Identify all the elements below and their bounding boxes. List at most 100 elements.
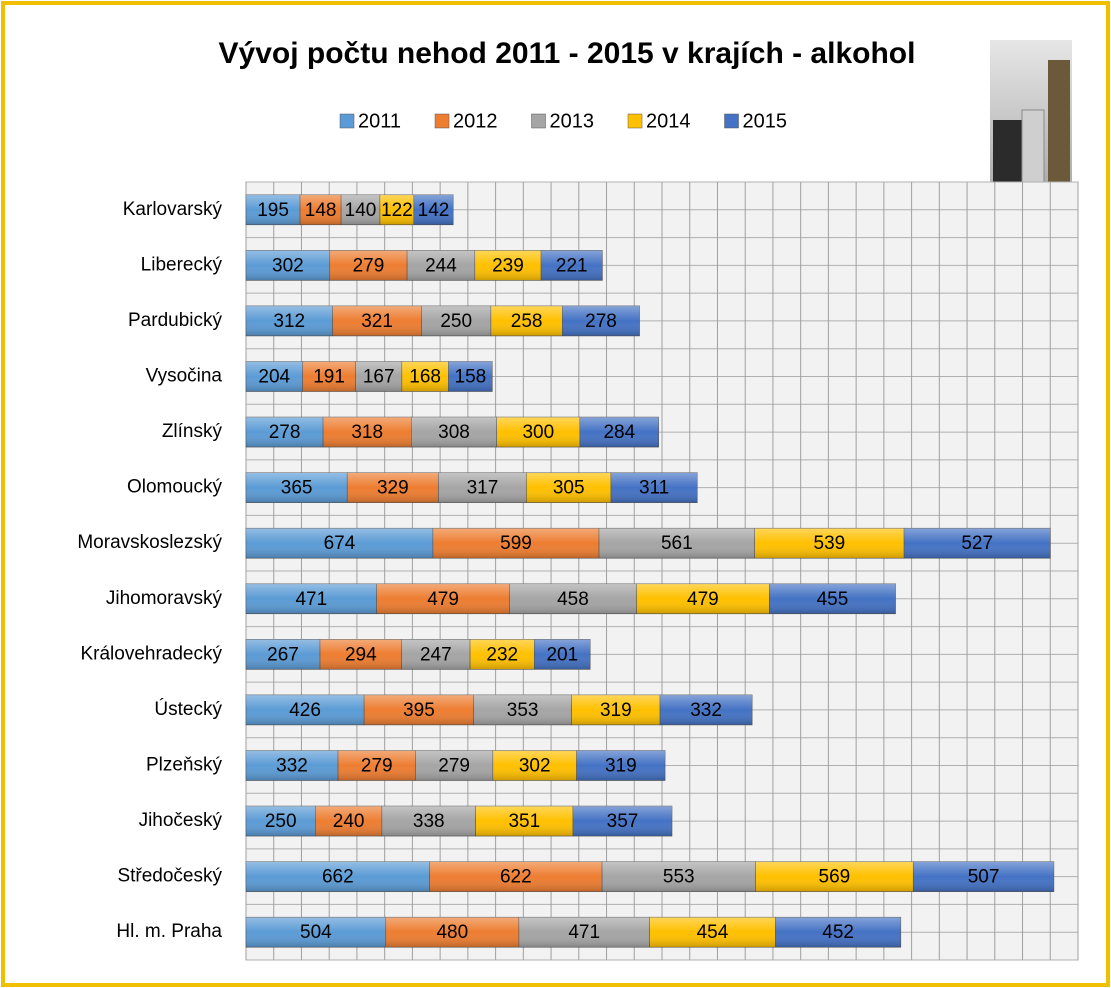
data-label: 319 [600,700,632,721]
data-label: 201 [546,644,578,665]
bar-shade [364,694,474,725]
bar-shade [246,861,430,892]
data-label: 158 [455,367,487,388]
y-tick-label: Olomoucký [127,477,223,498]
data-label: 507 [968,867,1000,888]
data-label: 458 [557,589,589,610]
data-label: 426 [289,700,321,721]
data-label: 250 [265,811,297,832]
bar-shade [338,750,416,781]
bar-shade [904,528,1051,559]
bar-shade [438,472,527,503]
data-label: 240 [333,811,365,832]
data-label: 279 [353,255,385,276]
data-label: 504 [300,922,332,943]
data-label: 321 [361,311,393,332]
y-tick-label: Hl. m. Praha [116,921,222,942]
data-label: 351 [508,811,540,832]
bar-shade [754,528,905,559]
data-label: 300 [522,422,554,443]
bar-shade [913,861,1054,892]
data-label: 353 [507,700,539,721]
bar-shade [246,917,386,948]
bar-shade [496,417,580,448]
bar-shade [246,639,321,670]
data-label: 317 [467,478,499,499]
bar-shade [579,417,659,448]
y-tick-label: Zlínský [162,421,223,442]
bar-shade [576,750,666,781]
bar-shade [379,194,414,225]
bar-shade [302,361,356,392]
bar-shade [429,861,603,892]
y-tick-label: Plzeňský [146,755,223,776]
bar-shade [602,861,756,892]
data-label: 357 [607,811,639,832]
data-label: 561 [661,533,693,554]
data-label: 319 [605,756,637,777]
data-label: 471 [568,922,600,943]
y-tick-label: Jihomoravský [106,588,223,609]
data-label: 553 [663,867,695,888]
bar-shade [448,361,493,392]
bar-shade [571,694,661,725]
bar-shade [246,583,377,614]
bar-shade [509,583,637,614]
bar-shade [376,583,510,614]
legend-label: 2014 [646,110,691,132]
data-label: 195 [257,200,289,221]
bar-shade [246,528,433,559]
bar-shade [769,583,896,614]
bar-shade [526,472,611,503]
data-label: 221 [556,255,588,276]
legend-swatch [434,113,450,129]
bar-shade [562,305,640,336]
bar-shade [474,250,542,281]
data-label: 305 [553,478,585,499]
data-label: 204 [258,367,290,388]
legend-swatch [627,113,643,129]
data-label: 279 [438,756,470,777]
data-label: 168 [409,367,441,388]
data-label: 454 [697,922,729,943]
bar-shade [246,250,330,281]
data-label: 284 [603,422,635,443]
bar-shade [534,639,591,670]
y-tick-label: Moravskoslezský [77,532,222,553]
bar-shade [755,861,914,892]
bar-shade [320,639,402,670]
bar-shade [381,806,476,837]
legend-swatch [339,113,355,129]
bar-shade [490,305,563,336]
data-label: 479 [427,589,459,610]
data-label: 267 [267,644,299,665]
data-label: 278 [585,311,617,332]
data-label: 674 [324,533,356,554]
bar-shade [660,694,753,725]
data-label: 662 [322,867,354,888]
bar-shade [329,250,408,281]
data-label: 250 [440,311,472,332]
bar-shade [323,417,412,448]
bar-shade [518,917,650,948]
bar-shade [401,639,471,670]
data-label: 302 [519,756,551,777]
bar-shade [572,806,672,837]
bar-shade [246,361,303,392]
data-label: 279 [361,756,393,777]
data-label: 622 [500,867,532,888]
y-tick-label: Královehradecký [80,643,222,664]
data-label: 365 [281,478,313,499]
data-label: 332 [276,756,308,777]
data-label: 278 [269,422,301,443]
data-label: 191 [313,367,345,388]
bar-shade [246,806,316,837]
bar-shade [246,694,365,725]
bar-shade [636,583,770,614]
data-label: 455 [817,589,849,610]
data-label: 539 [814,533,846,554]
data-label: 599 [500,533,532,554]
legend-label: 2013 [550,110,595,132]
